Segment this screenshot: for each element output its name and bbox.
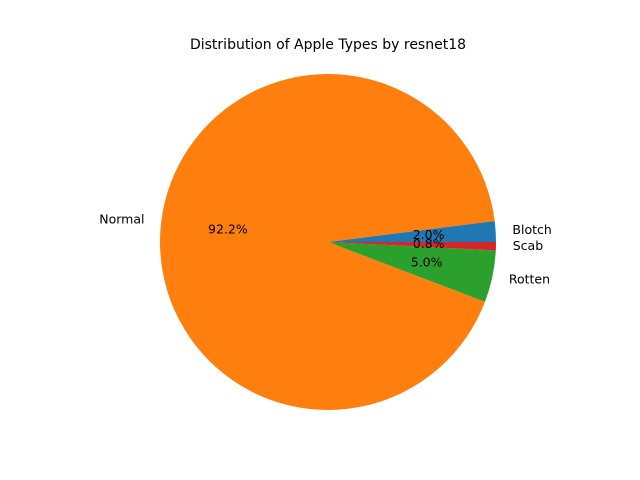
pie-slice-rotten [328, 242, 496, 302]
slice-label-rotten: Rotten [509, 272, 550, 287]
slice-percent-rotten: 5.0% [411, 254, 443, 269]
pie-slice-blotch [328, 220, 496, 242]
slice-label-blotch: Blotch [512, 222, 551, 237]
slice-percent-normal: 92.2% [208, 221, 248, 236]
slice-percent-blotch: 2.0% [413, 227, 445, 242]
pie-slice-normal [159, 73, 495, 411]
chart-title: Distribution of Apple Types by resnet18 [190, 37, 466, 53]
slice-label-normal: Normal [99, 211, 144, 226]
slice-label-scab: Scab [513, 238, 543, 253]
pie-slices [159, 73, 496, 411]
slice-percent-scab: 0.8% [413, 236, 445, 251]
pie-labels: Blotch 2.0% Normal 92.2% Rotten 5.0% Scab 0.8% [99, 211, 552, 286]
pie-slice-scab [328, 242, 496, 251]
